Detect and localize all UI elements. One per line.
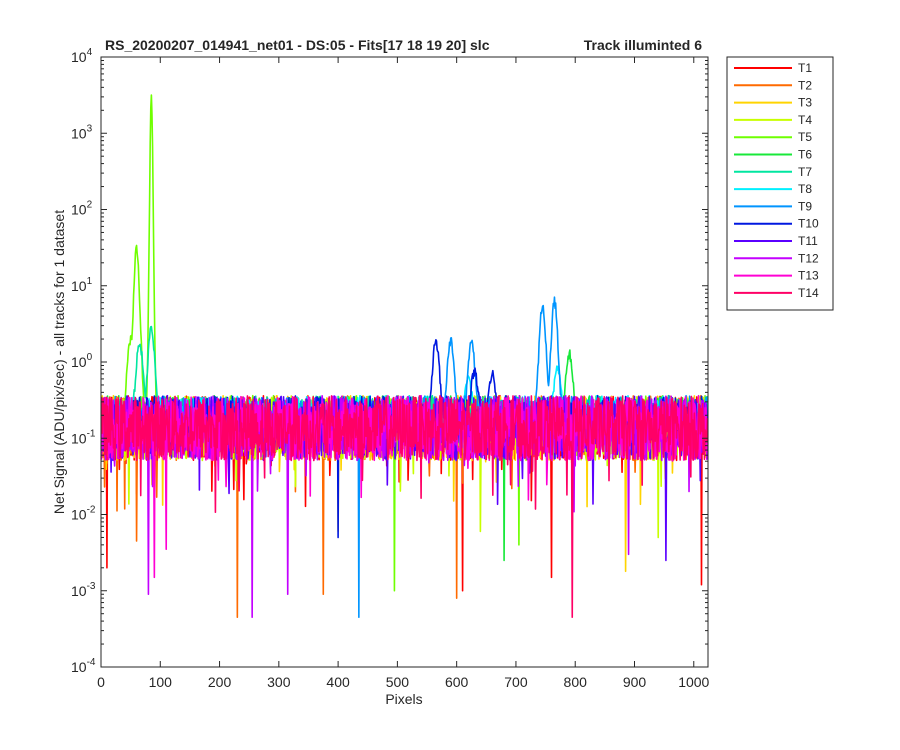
legend-label-t8: T8 xyxy=(798,182,812,196)
plot-area: 0 100 200 300 400 500 600 700 800 900 1000 10-410-… xyxy=(71,47,710,690)
y-tick-exponent: -1 xyxy=(87,428,96,439)
legend-label-t13: T13 xyxy=(798,269,819,283)
y-tick-exponent: 1 xyxy=(87,276,93,287)
y-tick-base: 10 xyxy=(71,202,87,218)
legend-label-t6: T6 xyxy=(798,148,812,162)
x-tick-label: 400 xyxy=(326,674,350,690)
y-tick-base: 10 xyxy=(71,583,87,599)
y-tick-label: 10-2 xyxy=(71,505,96,523)
legend-label-t2: T2 xyxy=(798,78,812,92)
y-tick-label: 10-3 xyxy=(71,581,96,599)
legend-label-t12: T12 xyxy=(798,251,819,265)
y-tick-label: 101 xyxy=(71,276,93,294)
legend-label-t7: T7 xyxy=(798,165,812,179)
y-tick-exponent: 3 xyxy=(87,123,93,134)
chart-title-right: Track illuminted 6 xyxy=(584,37,702,53)
y-tick-base: 10 xyxy=(71,354,87,370)
legend-label-t3: T3 xyxy=(798,96,812,110)
series-layer xyxy=(101,94,708,618)
y-tick-exponent: 2 xyxy=(87,200,93,211)
legend-label-t4: T4 xyxy=(798,113,812,127)
x-tick-label: 900 xyxy=(623,674,647,690)
y-tick-label: 100 xyxy=(71,352,93,370)
x-tick-label: 300 xyxy=(267,674,291,690)
y-tick-label: 103 xyxy=(71,123,93,141)
series-line-t14 xyxy=(101,394,708,618)
legend-label-t1: T1 xyxy=(798,61,812,75)
legend-label-t10: T10 xyxy=(798,217,819,231)
axes-background xyxy=(101,57,708,667)
x-tick-label: 600 xyxy=(445,674,469,690)
legend-label-t5: T5 xyxy=(798,130,812,144)
y-tick-base: 10 xyxy=(71,278,87,294)
y-tick-exponent: -2 xyxy=(87,505,96,516)
legend-label-t14: T14 xyxy=(798,286,819,300)
x-axis-label: Pixels xyxy=(385,691,422,707)
x-tick-label: 500 xyxy=(386,674,410,690)
legend-items: T1 T2 T3 T4 T5 T6 T7 T8 T9 T10 T11 T12 T13 T14 xyxy=(734,61,819,300)
y-tick-base: 10 xyxy=(71,507,87,523)
x-ticks: 0 100 200 300 400 500 600 700 800 900 1000 xyxy=(97,57,710,690)
y-tick-base: 10 xyxy=(71,659,87,675)
y-axis-label: Net Signal (ADU/pix/sec) - all tracks fo… xyxy=(51,210,67,514)
y-tick-base: 10 xyxy=(71,125,87,141)
y-tick-base: 10 xyxy=(71,430,87,446)
y-tick-exponent: 0 xyxy=(87,352,93,363)
y-tick-exponent: -3 xyxy=(87,581,96,592)
y-tick-label: 102 xyxy=(71,200,93,218)
x-tick-label: 1000 xyxy=(678,674,709,690)
y-tick-exponent: -4 xyxy=(87,657,96,668)
x-tick-label: 100 xyxy=(149,674,173,690)
y-tick-base: 10 xyxy=(71,49,87,65)
legend-box xyxy=(726,56,834,311)
legend-label-t11: T11 xyxy=(798,234,818,248)
y-tick-exponent: 4 xyxy=(87,47,93,58)
x-tick-label: 200 xyxy=(208,674,232,690)
x-tick-label: 0 xyxy=(97,674,105,690)
legend: T1 T2 T3 T4 T5 T6 T7 T8 T9 T10 T11 T12 T13 T14 xyxy=(726,56,834,311)
chart-title-left: RS_20200207_014941_net01 - DS:05 - Fits[… xyxy=(105,37,490,53)
x-tick-label: 800 xyxy=(564,674,588,690)
y-tick-label: 10-4 xyxy=(71,657,96,675)
legend-label-t9: T9 xyxy=(798,199,812,213)
x-tick-label: 700 xyxy=(504,674,528,690)
y-tick-label: 104 xyxy=(71,47,93,65)
y-tick-label: 10-1 xyxy=(71,428,96,446)
